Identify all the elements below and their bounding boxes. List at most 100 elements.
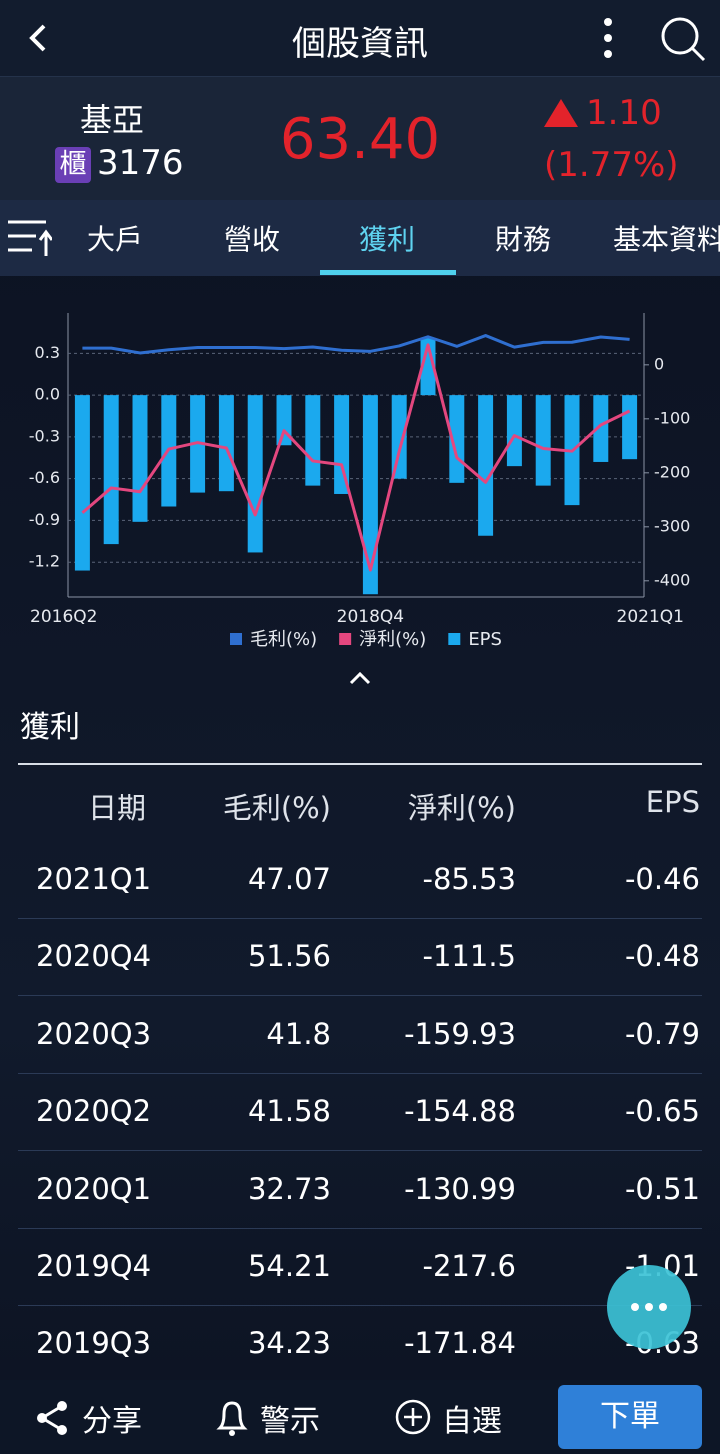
row-divider <box>18 1150 702 1152</box>
table-header: 日期 毛利(%) 淨利(%) EPS <box>0 765 720 842</box>
row-value: -154.88 <box>404 1094 516 1129</box>
row-divider <box>18 1305 702 1306</box>
page-title: 個股資訊 <box>292 24 428 64</box>
row-date: 2020Q4 <box>36 939 152 974</box>
order-button[interactable]: 下單 <box>558 1385 702 1449</box>
tab[interactable]: 財務 <box>494 223 552 256</box>
legend-label: EPS <box>468 629 502 650</box>
row-date: 2020Q3 <box>36 1016 152 1051</box>
x-tick-label: 2021Q1 <box>617 607 684 627</box>
row-value: 41.58 <box>247 1094 331 1129</box>
watchlist-button[interactable]: 自選 <box>442 1404 502 1439</box>
divider <box>18 763 702 765</box>
chart: 0.3 0.0 -0.3 -0.6 -0.9 -1.2 0 -100 -200 -300 -400 2… <box>29 313 690 650</box>
table-row: 2021Q1 47.07 -85.53 -0.46 <box>0 842 720 919</box>
y2-tick-label: -400 <box>654 570 690 589</box>
y-tick-label: 0.3 <box>35 343 60 362</box>
column-header: 日期 <box>87 791 146 825</box>
table-row: 2020Q2 41.58 -154.88 -0.65 <box>0 1074 720 1152</box>
row-value: -159.93 <box>404 1016 516 1051</box>
up-arrow <box>544 99 578 127</box>
eps-bar <box>535 395 551 486</box>
y2-tick-label: -100 <box>654 408 690 427</box>
price-change: 1.10 <box>586 93 662 133</box>
row-value: -217.6 <box>422 1249 517 1283</box>
fab-dots <box>631 1303 667 1311</box>
more-menu[interactable] <box>596 16 620 60</box>
stock-info: 基亞 櫃 3176 63.40 1.10 (1.77%) <box>0 77 720 200</box>
y-tick-label: 0.0 <box>35 385 60 404</box>
row-value: -0.65 <box>624 1094 700 1129</box>
y2-tick-label: 0 <box>654 354 664 373</box>
column-header: 淨利(%) <box>407 791 516 825</box>
row-divider <box>18 918 702 919</box>
stock-price: 63.40 <box>279 107 441 172</box>
tab-indicator <box>320 270 456 275</box>
series-line <box>81 343 631 572</box>
eps-bar <box>218 395 234 492</box>
share-button[interactable]: 分享 <box>82 1404 142 1439</box>
row-value: 47.07 <box>247 862 331 896</box>
tab[interactable]: 基本資料 <box>612 223 720 256</box>
row-value: -171.84 <box>404 1326 516 1361</box>
y-tick-label: -0.9 <box>29 510 60 529</box>
y-tick-label: -1.2 <box>29 552 60 571</box>
legend-item: 毛利(%) <box>230 629 317 650</box>
legend-item: EPS <box>448 629 502 650</box>
eps-bar <box>593 395 609 462</box>
row-date: 2020Q1 <box>36 1171 152 1206</box>
x-tick-label: 2018Q4 <box>337 607 404 627</box>
row-value: 34.23 <box>247 1326 331 1361</box>
y2-tick-label: -300 <box>654 516 690 535</box>
alert-button[interactable]: 警示 <box>260 1404 320 1439</box>
row-value: 32.73 <box>247 1171 331 1206</box>
row-value: 41.8 <box>266 1016 331 1051</box>
eps-bar <box>103 395 119 545</box>
y2-tick-label: -200 <box>654 462 690 481</box>
row-value: 54.21 <box>247 1249 331 1283</box>
column-header: 毛利(%) <box>222 791 331 825</box>
series-line <box>82 334 630 355</box>
row-value: -0.48 <box>624 939 700 974</box>
bottom-bar: 分享 警示 自選 下單 <box>0 1380 720 1454</box>
row-value: 51.56 <box>247 939 331 974</box>
eps-bar <box>391 395 407 479</box>
table-row: 2020Q1 32.73 -130.99 -0.51 <box>0 1152 720 1229</box>
eps-bar <box>74 395 90 571</box>
eps-bar <box>506 395 522 467</box>
eps-bar <box>305 395 321 486</box>
tab[interactable]: 營收 <box>223 223 281 256</box>
top-bar: 個股資訊 <box>0 0 720 77</box>
y-tick-label: -0.3 <box>29 426 60 445</box>
row-value: -130.99 <box>404 1171 516 1206</box>
search-button[interactable] <box>658 14 708 64</box>
row-divider <box>18 1072 702 1074</box>
tab-active[interactable]: 獲利 <box>358 223 416 256</box>
fab-more[interactable] <box>607 1265 691 1349</box>
eps-bar <box>362 395 378 595</box>
eps-bar <box>247 395 263 553</box>
sort-icon[interactable] <box>6 218 52 258</box>
y-tick-label: -0.6 <box>29 468 60 487</box>
eps-bar <box>132 395 148 522</box>
add-icon <box>395 1399 431 1435</box>
eps-bar <box>420 338 436 396</box>
column-header: EPS <box>645 785 700 819</box>
row-value: -85.53 <box>422 862 517 896</box>
row-value: -0.79 <box>624 1016 700 1051</box>
bell-icon <box>216 1401 248 1436</box>
table-row: 2020Q4 51.56 -111.5 -0.48 <box>0 919 720 997</box>
legend-label: 淨利(%) <box>359 629 426 650</box>
collapse-caret[interactable] <box>348 670 372 686</box>
legend-item: 淨利(%) <box>339 629 426 650</box>
market-badge: 櫃 <box>55 147 91 183</box>
eps-bar <box>334 395 350 494</box>
row-divider <box>18 995 702 997</box>
tab[interactable]: 大戶 <box>86 223 144 256</box>
legend-label: 毛利(%) <box>250 629 317 650</box>
row-value: -0.46 <box>624 862 700 896</box>
eps-bar <box>622 395 638 460</box>
back-button[interactable] <box>20 20 56 56</box>
